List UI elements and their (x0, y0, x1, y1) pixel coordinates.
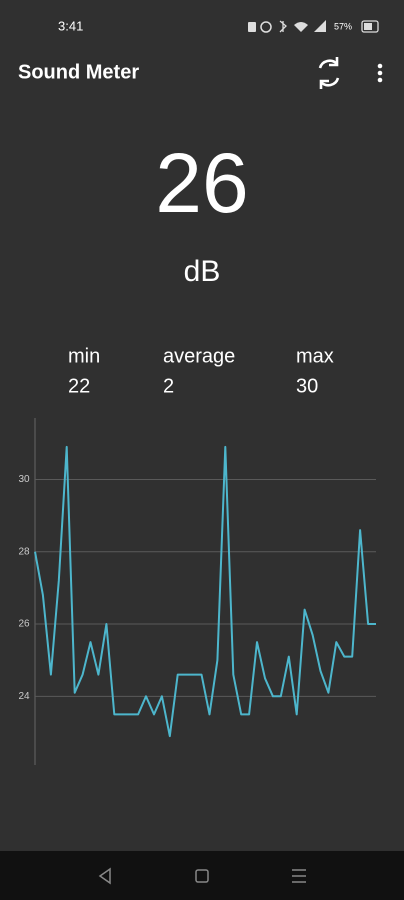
overflow-menu[interactable] (377, 63, 383, 83)
stat-value: 22 (68, 375, 90, 397)
nfc-icon (248, 22, 256, 32)
reading-unit: dB (184, 255, 221, 288)
stat-value: 30 (296, 375, 318, 397)
alarm-icon (260, 21, 272, 33)
y-tick-label: 30 (18, 474, 30, 485)
chart: 24 26 28 30 (18, 418, 376, 765)
status-time: 3:41 (58, 18, 83, 33)
nav-menu[interactable] (292, 869, 306, 883)
wifi-icon (294, 22, 308, 32)
stat-label: average (163, 345, 235, 367)
y-tick-label: 24 (18, 691, 30, 702)
y-tick-label: 28 (18, 546, 30, 557)
app-title: Sound Meter (18, 61, 139, 83)
reading-value: 26 (155, 136, 248, 230)
stat-label: max (296, 345, 334, 367)
signal-icon (314, 20, 326, 32)
stat-label: min (68, 345, 100, 367)
battery-icon (361, 20, 379, 33)
stats: min 22 average 2 max 30 (68, 345, 334, 397)
nav-bar (0, 851, 404, 900)
refresh-button[interactable] (318, 57, 340, 89)
stat-value: 2 (163, 375, 174, 397)
bluetooth-icon (279, 20, 287, 33)
y-tick-label: 26 (18, 619, 30, 630)
status-icons (248, 20, 379, 33)
nav-home[interactable] (195, 869, 209, 883)
battery-percent: 57% (334, 21, 352, 31)
nav-back[interactable] (98, 867, 111, 885)
line-series (34, 445, 376, 738)
battery-level (364, 23, 372, 30)
